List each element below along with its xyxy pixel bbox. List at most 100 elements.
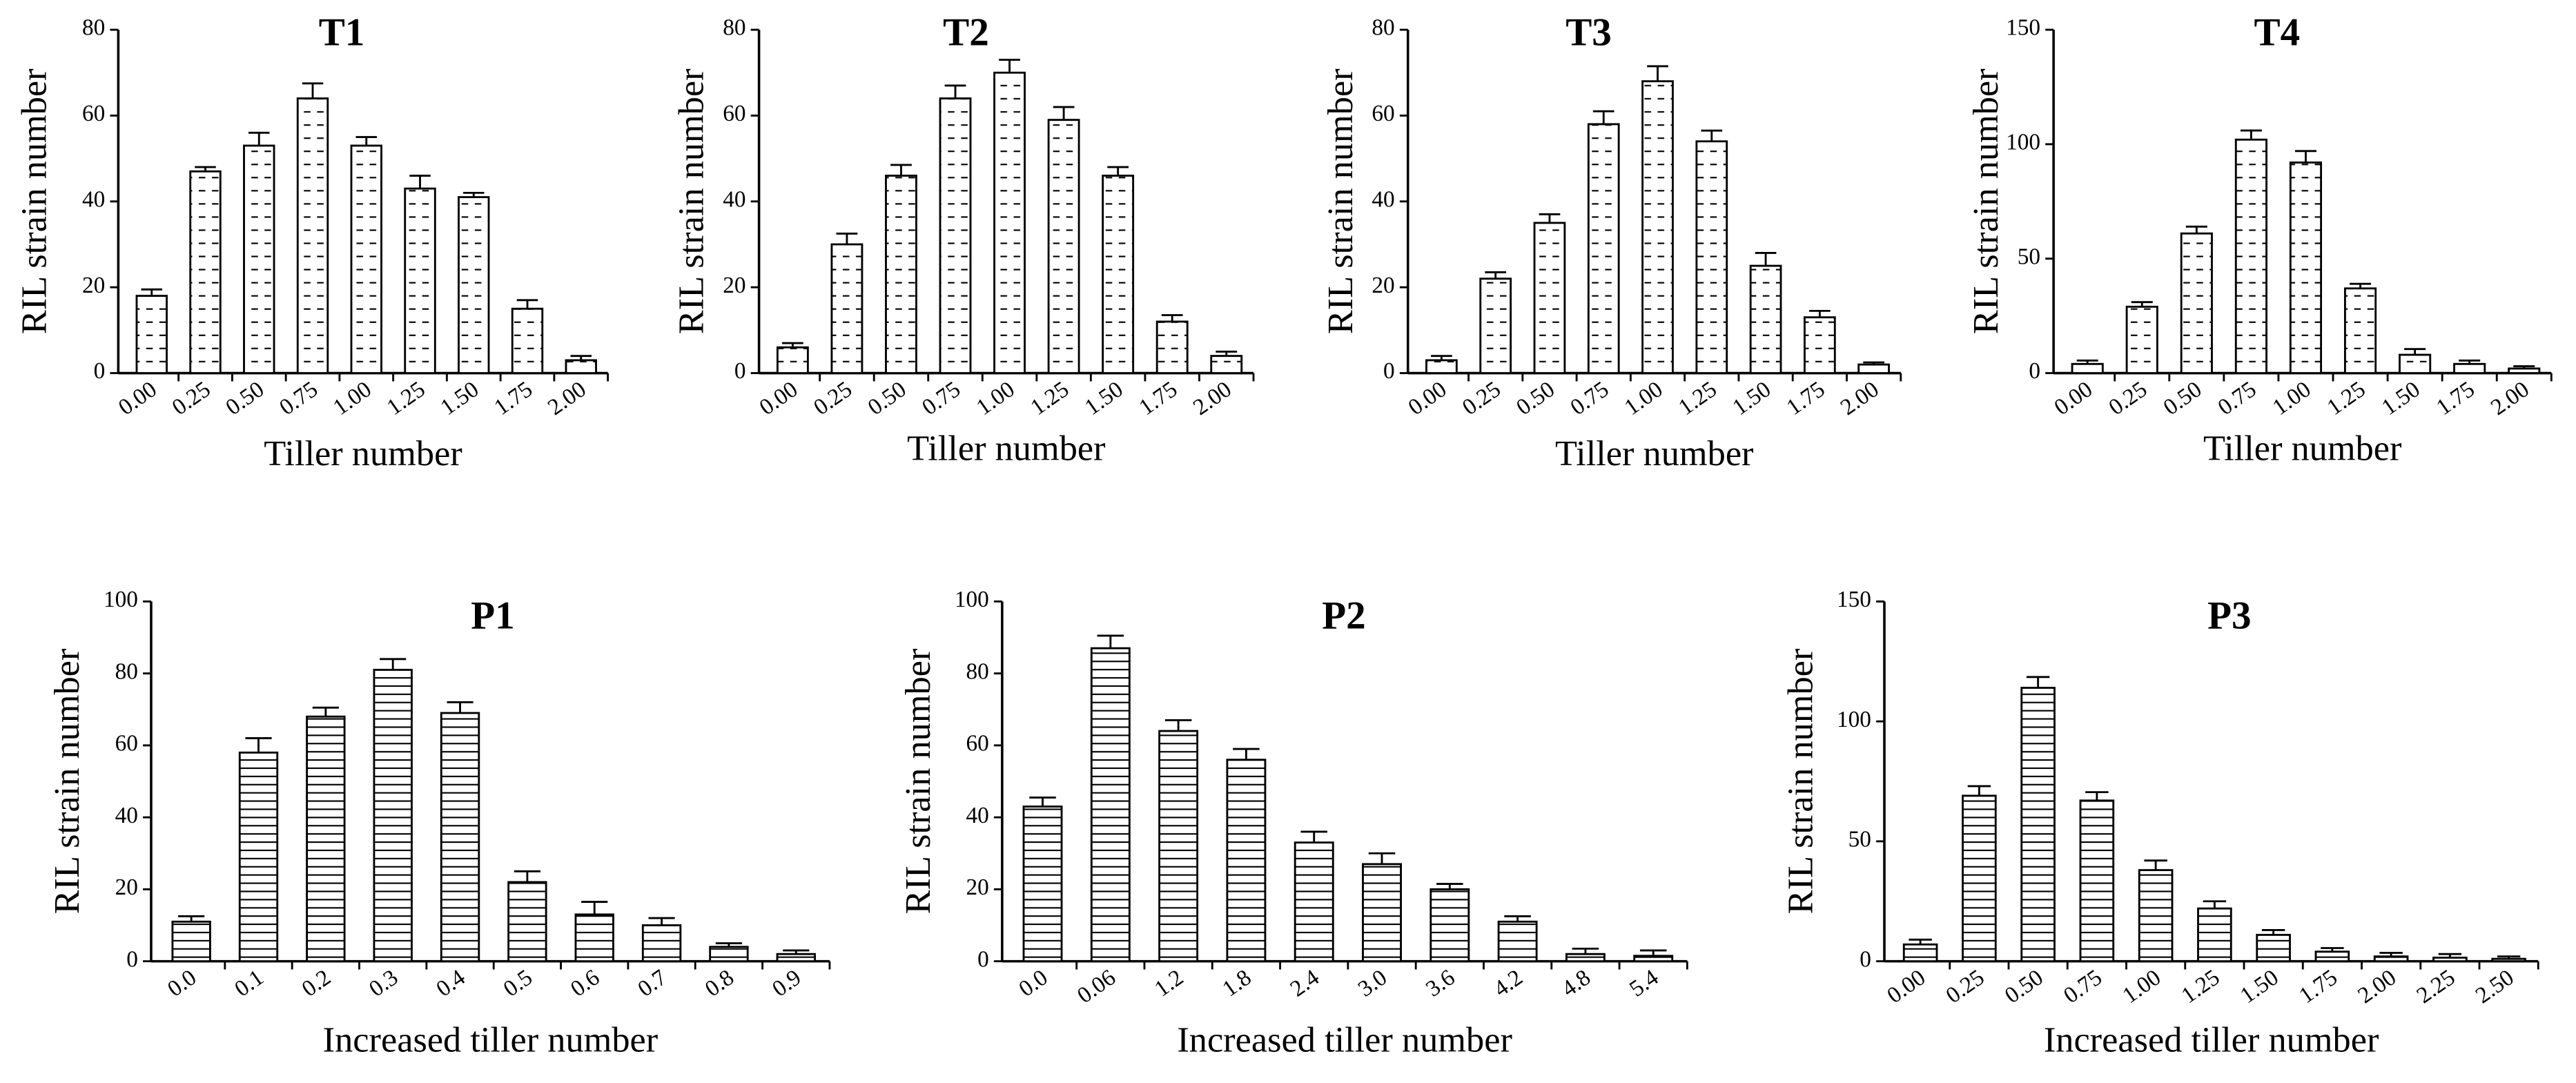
x-tick-label: 0.75	[2059, 964, 2107, 1008]
x-tick-label: 1.50	[2236, 964, 2283, 1008]
x-tick-label: 1.8	[1218, 964, 1256, 1002]
bar	[2180, 232, 2213, 374]
bar	[1047, 119, 1080, 374]
x-tick-label: 1.50	[2377, 376, 2425, 420]
y-tick-label: 50	[2018, 244, 2040, 269]
bar	[1962, 794, 1997, 963]
bar	[1425, 359, 1458, 374]
x-tick-label: 0.00	[1882, 964, 1930, 1008]
x-tick-label: 0.7	[633, 964, 671, 1002]
y-tick-label: 80	[115, 658, 138, 684]
bar	[507, 881, 547, 963]
bar	[2343, 287, 2377, 374]
x-tick-label: 1.00	[2118, 964, 2165, 1008]
x-tick-label: 1.75	[1782, 376, 1829, 420]
y-axis-label: RIL strain number	[1320, 68, 1360, 334]
x-tick-label: 1.50	[1728, 376, 1775, 420]
x-tick-label: 0.2	[297, 964, 335, 1002]
y-tick-label: 100	[2006, 130, 2040, 155]
x-tick-label: 1.25	[2323, 376, 2370, 420]
y-tick-label: 0	[2029, 358, 2040, 384]
x-tick-label: 0.75	[275, 376, 322, 420]
y-axis-label: RIL strain number	[1780, 649, 1820, 915]
x-tick-label: 2.00	[2353, 964, 2401, 1008]
x-tick-label: 0.25	[168, 376, 215, 420]
y-tick-label: 20	[966, 875, 989, 900]
y-tick-label: 40	[966, 803, 989, 828]
y-axis-label: RIL strain number	[898, 649, 938, 915]
bar	[458, 196, 490, 374]
bar	[2289, 162, 2323, 374]
y-tick-label: 50	[1848, 827, 1871, 852]
x-tick-label: 1.2	[1150, 964, 1188, 1002]
x-tick-label: 0.50	[2000, 964, 2048, 1008]
bar	[641, 924, 682, 963]
x-tick-label: 2.00	[1189, 376, 1236, 420]
y-tick-label: 80	[723, 15, 745, 41]
bar	[1430, 888, 1470, 963]
bar	[440, 712, 480, 963]
y-tick-label: 100	[955, 587, 989, 612]
bar	[2020, 687, 2056, 963]
bar	[1210, 355, 1243, 374]
x-axis-label: Tiller number	[907, 429, 1106, 469]
bar	[709, 946, 749, 963]
y-axis-label: RIL strain number	[47, 649, 87, 915]
bar	[404, 187, 436, 374]
bar	[776, 953, 816, 963]
y-tick-label: 40	[1372, 186, 1394, 212]
y-tick-label: 60	[966, 731, 989, 757]
x-tick-label: 0.00	[114, 376, 162, 420]
x-tick-label: 0.0	[1014, 964, 1052, 1002]
bar	[1641, 80, 1674, 374]
y-axis-label: RIL strain number	[1966, 68, 2006, 334]
x-tick-label: 0.00	[2049, 376, 2097, 420]
bar	[1902, 943, 1938, 963]
chart-panel: T1 Tiller number RIL strain number 0 20 40 60 8…	[14, 11, 609, 474]
x-tick-label: 1.50	[436, 376, 483, 420]
bar	[2453, 362, 2486, 374]
chart-panel: T2 Tiller number RIL strain number 0 20 40 60 8…	[672, 11, 1255, 469]
bar	[2432, 956, 2468, 963]
x-tick-label: 0.00	[1404, 376, 1452, 420]
chart-title: P2	[1322, 594, 1365, 638]
bar	[1479, 277, 1512, 374]
bar	[1857, 363, 1890, 374]
bar	[830, 243, 863, 374]
y-axis-label: RIL strain number	[672, 68, 712, 334]
y-tick-label: 0	[94, 358, 106, 384]
bar	[939, 97, 972, 374]
y-tick-label: 150	[2006, 15, 2040, 41]
x-tick-label: 0.75	[1565, 376, 1613, 420]
bar	[2256, 933, 2291, 963]
bar	[1158, 730, 1199, 963]
y-tick-label: 100	[104, 587, 138, 612]
x-tick-label: 1.75	[489, 376, 537, 420]
bar	[350, 144, 382, 374]
bar	[776, 346, 809, 374]
bar	[511, 307, 544, 374]
bar	[2138, 869, 2174, 963]
y-axis-label: RIL strain number	[14, 68, 55, 334]
bar	[2079, 799, 2115, 963]
bar	[1497, 920, 1538, 963]
y-tick-label: 20	[723, 273, 745, 298]
y-tick-label: 100	[1837, 707, 1871, 732]
bar	[2234, 138, 2267, 374]
x-tick-label: 1.25	[2177, 964, 2225, 1008]
x-tick-label: 2.50	[2471, 964, 2519, 1008]
x-tick-label: 0.50	[1512, 376, 1559, 420]
y-tick-label: 60	[723, 101, 745, 126]
bar	[574, 913, 614, 963]
x-axis-label: Increased tiller number	[2044, 1020, 2379, 1060]
bar	[1804, 316, 1836, 374]
bar	[1749, 264, 1782, 374]
bar	[171, 920, 211, 963]
x-axis-label: Tiller number	[264, 433, 462, 474]
y-tick-label: 150	[1837, 587, 1871, 612]
x-tick-label: 0.50	[2158, 376, 2206, 420]
x-tick-label: 2.00	[543, 376, 591, 420]
x-tick-label: 3.6	[1421, 964, 1459, 1002]
x-tick-label: 0.3	[364, 964, 402, 1002]
